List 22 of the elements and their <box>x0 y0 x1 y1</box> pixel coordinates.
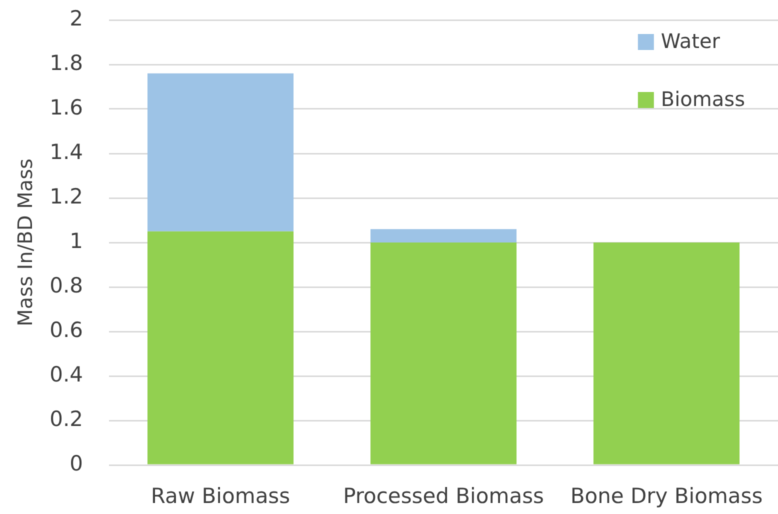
y-tick-label: 0 <box>70 451 83 476</box>
y-tick-label: 0.6 <box>50 318 83 342</box>
bar <box>147 73 294 232</box>
y-tick-label: 1.2 <box>50 184 83 208</box>
legend-label: Water <box>660 29 721 54</box>
x-tick-label: Bone Dry Biomass <box>570 484 763 508</box>
x-tick-label: Raw Biomass <box>150 484 290 508</box>
y-tick-label: 1.6 <box>50 95 83 120</box>
y-tick-label: 0.2 <box>50 406 83 431</box>
legend-label: Biomass <box>660 87 745 112</box>
bar <box>370 229 517 242</box>
y-tick-label: 0.8 <box>50 273 83 298</box>
bar <box>593 242 740 464</box>
y-tick-label: 0.4 <box>50 362 83 386</box>
y-axis-title: Mass In/BD Mass <box>13 158 38 326</box>
y-tick-label: 1.4 <box>50 140 83 164</box>
y-tick-label: 1.8 <box>50 50 83 75</box>
y-tick-label: 1 <box>70 228 83 253</box>
y-tick-label: 2 <box>70 6 83 30</box>
bar <box>370 242 517 464</box>
bar <box>147 231 294 464</box>
x-tick-label: Processed Biomass <box>343 484 544 508</box>
